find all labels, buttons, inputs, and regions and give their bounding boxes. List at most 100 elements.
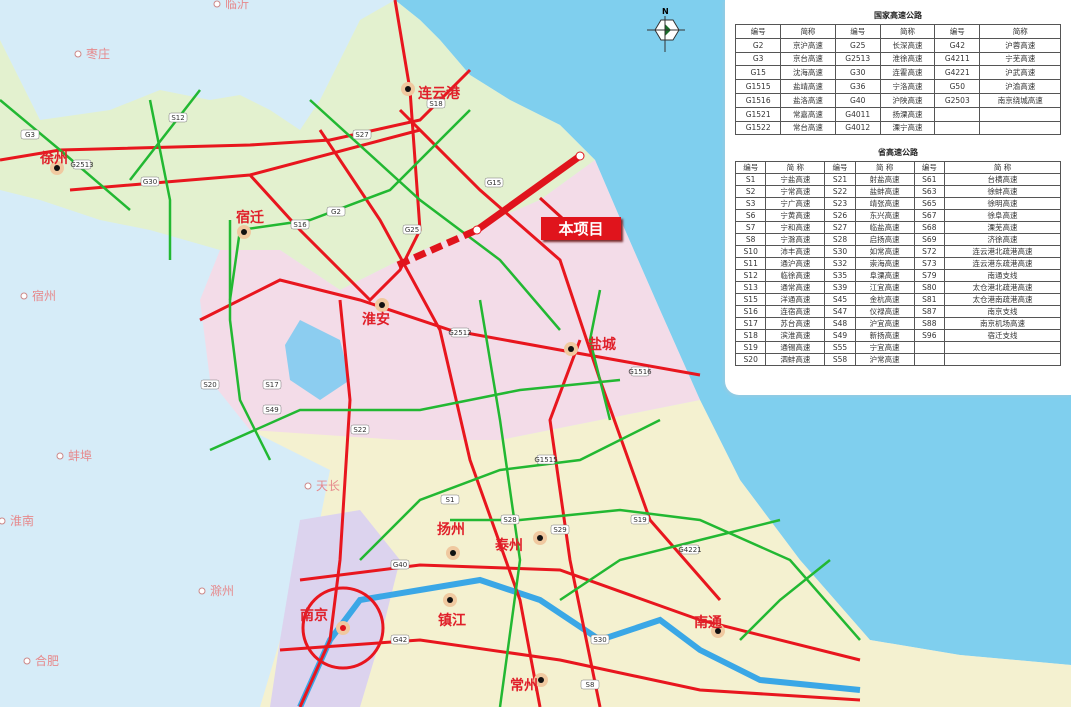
table-row: S12 临徐高速 S35 阜溧高速 S79 南通支线 — [734, 269, 1061, 283]
highway-name: 宁广高速 — [765, 197, 826, 211]
highway-code: G4011 — [834, 106, 881, 122]
highway-name: 连云港东疏港高速 — [944, 257, 1061, 271]
city-marker-icon — [198, 587, 206, 595]
city-marker-icon — [0, 517, 6, 525]
highway-name: 台横高速 — [944, 173, 1061, 187]
road-shield-label: S22 — [353, 426, 366, 434]
highway-name: 沪渝高速 — [979, 79, 1061, 94]
highway-code: S7 — [734, 221, 767, 235]
highway-name: 宁黄高速 — [765, 209, 826, 223]
road-shield-label: S27 — [355, 131, 368, 139]
city-label: 常州 — [510, 677, 538, 694]
highway-code: G2513 — [834, 51, 881, 67]
city-marker-icon — [405, 86, 411, 92]
highway-code: G1516 — [734, 92, 782, 108]
provincial-highway-table: 编号简 称编号简 称编号简 称 S1 宁盐高速 S21 射盐高速 S61 台横高速 S2 宁常高… — [734, 161, 1061, 367]
highway-name: 盐洛高速 — [780, 92, 836, 108]
city-label: 盐城 — [588, 336, 616, 353]
highway-code: S19 — [734, 341, 767, 355]
highway-code — [934, 106, 981, 122]
highway-name: 如常高速 — [854, 245, 915, 259]
highway-code: S11 — [734, 257, 767, 271]
highway-code: G15 — [734, 65, 782, 81]
highway-name: 通常高速 — [765, 281, 826, 295]
highway-name: 通沪高速 — [765, 257, 826, 271]
highway-legend-panel: 国家高速公路 编号 简称 编号 简称 编号 简称 G2 京沪高速 G25 长深高速 G42 沪蓉高速 G… — [725, 0, 1071, 395]
neighbor-city-label: 蚌埠 — [68, 449, 92, 463]
city-marker-icon — [213, 0, 221, 8]
road-shield-label: S49 — [265, 406, 278, 414]
road-shield-label: G15 — [487, 179, 501, 187]
road-shield-label: G1515 — [534, 456, 557, 464]
highway-name: 洋通高速 — [765, 293, 826, 307]
column-header: 简称 — [879, 24, 936, 39]
table-row: S17 苏台高速 S48 沪宜高速 S88 南京机场高速 — [734, 317, 1061, 331]
national-highway-line — [548, 339, 602, 707]
road-shield: S1 — [440, 494, 460, 505]
table-row: G15 沈海高速 G30 连霍高速 G4221 沪武高速 — [734, 65, 1061, 81]
road-shield-label: G2513 — [70, 161, 93, 169]
table-row: S10 沛丰高速 S30 如常高速 S72 连云港北疏港高速 — [734, 245, 1061, 259]
highway-name: 南京机场高速 — [944, 317, 1061, 331]
table-row: G1516 盐洛高速 G40 沪陕高速 G2503 南京绕城高速 — [734, 92, 1061, 108]
column-header: 简 称 — [854, 161, 915, 175]
highway-code: G4211 — [934, 51, 981, 67]
table-row: S1 宁盐高速 S21 射盐高速 S61 台横高速 — [734, 173, 1061, 187]
road-shield: G25 — [402, 224, 422, 235]
road-shield: G30 — [140, 176, 160, 187]
road-shield-label: S29 — [553, 526, 566, 534]
highway-name: 仪禄高速 — [854, 305, 915, 319]
table-row: S7 宁和高速 S27 临盐高速 S68 溧芜高速 — [734, 221, 1061, 235]
highway-code: S30 — [824, 245, 856, 259]
highway-code: S22 — [824, 185, 856, 199]
project-node — [472, 225, 482, 235]
column-header: 编号 — [824, 161, 856, 175]
neighbor-city-label: 天长 — [316, 479, 340, 493]
highway-code: G42 — [934, 37, 981, 53]
highway-name: 宿迁支线 — [944, 329, 1061, 343]
provincial-table-title: 省高速公路 — [878, 148, 918, 158]
highway-name: 溧宁高速 — [879, 120, 936, 136]
highway-code: S61 — [913, 173, 946, 187]
road-shield: G2 — [326, 206, 346, 217]
highway-name: 连云港北疏港高速 — [944, 245, 1061, 259]
highway-name: 江宜高速 — [854, 281, 915, 295]
highway-code: S10 — [734, 245, 767, 259]
table-row: G1522 常台高速 G4012 溧宁高速 — [734, 120, 1061, 136]
highway-name: 临徐高速 — [765, 269, 826, 283]
highway-code: S69 — [913, 233, 946, 247]
highway-name: 启扬高速 — [854, 233, 915, 247]
city-label: 扬州 — [437, 521, 465, 538]
highway-code: S88 — [913, 317, 946, 331]
table-row: G2 京沪高速 G25 长深高速 G42 沪蓉高速 — [734, 37, 1061, 53]
highway-code: S17 — [734, 317, 767, 331]
highway-name: 徐阜高速 — [944, 209, 1061, 223]
project-route-dashed — [396, 226, 479, 269]
provincial-highway-line — [309, 99, 561, 331]
road-shield: S17 — [262, 379, 282, 390]
city-label: 镇江 — [438, 612, 466, 629]
highway-name: 扬溧高速 — [879, 106, 936, 122]
highway-code: G3 — [734, 51, 782, 67]
highway-code: S72 — [913, 245, 946, 259]
column-header: 编号 — [913, 161, 946, 175]
highway-name: 常嘉高速 — [780, 106, 836, 122]
highway-name: 太仓港北疏港高速 — [944, 281, 1061, 295]
road-shield-label: S20 — [203, 381, 216, 389]
provincial-highway-line — [588, 289, 612, 421]
table-row: S13 通常高速 S39 江宜高速 S80 太仓港北疏港高速 — [734, 281, 1061, 295]
yangtze-river — [297, 576, 861, 707]
highway-code: S20 — [734, 353, 767, 367]
province-north — [0, 0, 595, 290]
highway-code: S8 — [734, 233, 767, 247]
highway-name: 滨淮高速 — [765, 329, 826, 343]
highway-code: G36 — [834, 79, 881, 94]
highway-code: S27 — [824, 221, 856, 235]
provincial-highway-line — [478, 299, 522, 707]
column-header: 简 称 — [944, 161, 1061, 175]
city-label: 南京 — [300, 607, 328, 624]
road-shield: S16 — [290, 219, 310, 230]
road-shield: G42 — [390, 634, 410, 645]
neighbor-city-label: 临沂 — [225, 0, 249, 11]
highway-code: S79 — [913, 269, 946, 283]
